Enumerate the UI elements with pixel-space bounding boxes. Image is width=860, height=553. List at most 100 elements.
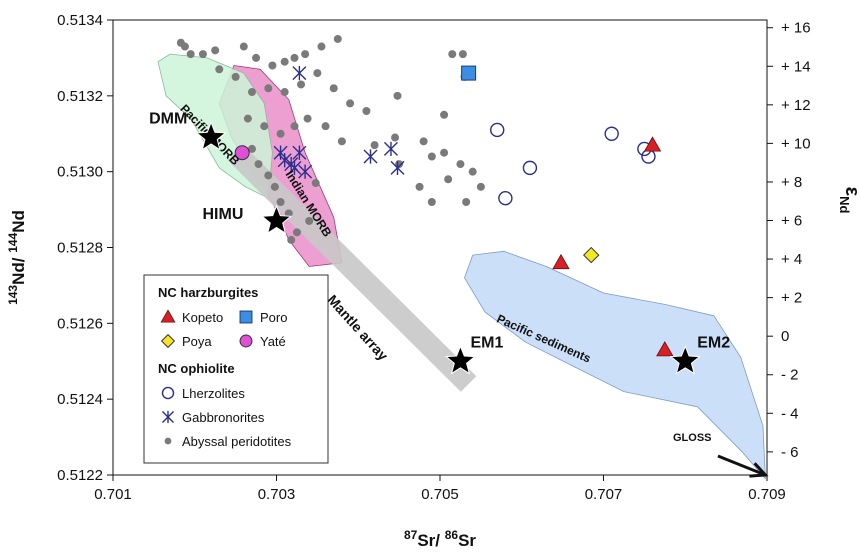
x-tick-label: 0.709 (748, 486, 786, 503)
point-abyssal-peridotites-11 (301, 50, 310, 59)
point-gabbronorites-5 (292, 145, 307, 160)
point-yate-1 (234, 145, 250, 161)
point-abyssal-peridotites-20 (313, 69, 322, 78)
point-abyssal-peridotites-35 (264, 171, 273, 180)
y2-tick-label: + 10 (781, 135, 811, 152)
point-abyssal-peridotites-56 (462, 198, 471, 206)
point-lherzolites-1 (490, 122, 505, 138)
axes-layer: 0.701 0.703 0.705 0.707 0.709 0.5122 0.5124 0.5… (6, 12, 860, 550)
series-gabbronorites (273, 65, 405, 179)
y-tick-label: 0.5132 (57, 88, 103, 105)
point-abyssal-peridotites-12 (317, 42, 326, 51)
point-abyssal-peridotites-43 (419, 137, 428, 146)
x-tick-label: 0.703 (258, 486, 296, 503)
x-axis-title: 87Sr/ 86Sr (404, 528, 476, 550)
series-kopeto (552, 136, 674, 357)
point-abyssal-peridotites-7 (252, 53, 261, 62)
point-abyssal-peridotites-26 (260, 122, 269, 131)
series-poya (583, 246, 600, 264)
y2-tick-label: - 4 (781, 405, 799, 422)
region-pacific-sediments (464, 250, 766, 480)
legend-marker-gabbronorites (161, 410, 175, 424)
point-gabbronorites-6 (287, 160, 302, 176)
legend-marker-abyssal-peridotites (164, 437, 172, 445)
legend-label-yate: Yaté (260, 334, 286, 349)
point-abyssal-peridotites-46 (458, 50, 467, 59)
series-yate (234, 145, 250, 161)
point-gabbronorites-9 (383, 141, 398, 157)
point-abyssal-peridotites-17 (264, 84, 273, 93)
point-gabbronorites-10 (390, 160, 405, 176)
legend-box (143, 274, 329, 464)
legend: NC harzburgites Kopeto Poro Poya Yaté NC ophi… (143, 274, 329, 464)
y-tick-label: 0.5122 (57, 467, 103, 484)
end-member-label-dmm: DMM (149, 111, 187, 128)
gloss-arrow-shaft (717, 454, 766, 477)
legend-marker-poro (239, 310, 253, 324)
y-axis-title: 143Nd/ 144Nd (6, 210, 28, 305)
point-abyssal-peridotites-37 (276, 198, 285, 206)
point-abyssal-peridotites-5 (211, 46, 220, 55)
point-abyssal-peridotites-54 (440, 148, 449, 157)
point-abyssal-peridotites-18 (280, 88, 289, 97)
point-gabbronorites-8 (363, 149, 378, 164)
point-abyssal-peridotites-32 (370, 141, 379, 150)
point-abyssal-peridotites-13 (333, 34, 342, 43)
point-abyssal-peridotites-22 (346, 99, 355, 108)
point-gabbronorites-1 (292, 65, 307, 81)
point-kopeto-3 (656, 341, 674, 357)
point-abyssal-peridotites-33 (391, 133, 400, 142)
legend-heading-nc-ophiolite: NC ophiolite (158, 361, 235, 376)
y-tick-label: 0.5126 (57, 315, 103, 332)
point-abyssal-peridotites-57 (254, 160, 263, 169)
end-member-label-himu: HIMU (203, 206, 244, 223)
point-abyssal-peridotites-41 (287, 235, 296, 244)
x-tick-label: 0.705 (421, 486, 459, 503)
y2-axis-title: εNd (837, 187, 860, 214)
point-abyssal-peridotites-55 (476, 182, 485, 191)
star-em1 (444, 344, 476, 375)
point-abyssal-peridotites-16 (247, 88, 256, 97)
point-abyssal-peridotites-10 (290, 53, 299, 62)
point-abyssal-peridotites-36 (270, 182, 279, 191)
x-tick-label: 0.707 (585, 486, 623, 503)
gloss-label: GLOSS (673, 432, 712, 444)
legend-label-abyssal-peridotites: Abyssal peridotites (182, 434, 292, 449)
point-poya-1 (583, 246, 600, 264)
star-dmm (195, 121, 227, 151)
y-tick-label: 0.5134 (57, 12, 103, 29)
y-tick-label: 0.5128 (57, 240, 103, 257)
point-abyssal-peridotites-38 (284, 209, 293, 218)
y-tick-label: 0.5124 (57, 391, 103, 408)
point-abyssal-peridotites-40 (305, 216, 314, 225)
end-member-label-em1: EM1 (470, 334, 503, 351)
y2-tick-label: + 4 (781, 251, 802, 268)
point-lherzolites-2 (604, 126, 619, 141)
point-abyssal-peridotites-53 (415, 182, 424, 191)
legend-marker-lherzolites (161, 386, 175, 400)
point-abyssal-peridotites-45 (448, 50, 457, 59)
y2-tick-label: + 6 (781, 213, 802, 230)
point-abyssal-peridotites-39 (292, 228, 301, 237)
legend-marker-kopeto (160, 309, 176, 323)
point-abyssal-peridotites-3 (186, 50, 195, 59)
series-poro (461, 65, 477, 81)
legend-label-gabbronorites: Gabbronorites (182, 410, 265, 425)
legend-label-poya: Poya (182, 334, 212, 349)
mantle-array-layer (227, 144, 477, 392)
point-abyssal-peridotites-6 (239, 42, 248, 51)
point-abyssal-peridotites-8 (268, 61, 277, 70)
point-abyssal-peridotites-30 (321, 122, 330, 131)
y2-tick-label: 0 (781, 328, 789, 345)
legend-label-poro: Poro (260, 310, 287, 325)
point-abyssal-peridotites-44 (427, 152, 436, 161)
mantle-array-band (227, 144, 477, 392)
point-gabbronorites-7 (298, 164, 313, 179)
legend-label-lherzolites: Lherzolites (182, 386, 245, 401)
point-abyssal-peridotites-52 (427, 198, 436, 206)
point-abyssal-peridotites-48 (440, 110, 449, 119)
point-abyssal-peridotites-2 (180, 42, 189, 51)
point-abyssal-peridotites-14 (215, 65, 224, 74)
point-kopeto-2 (552, 253, 570, 270)
